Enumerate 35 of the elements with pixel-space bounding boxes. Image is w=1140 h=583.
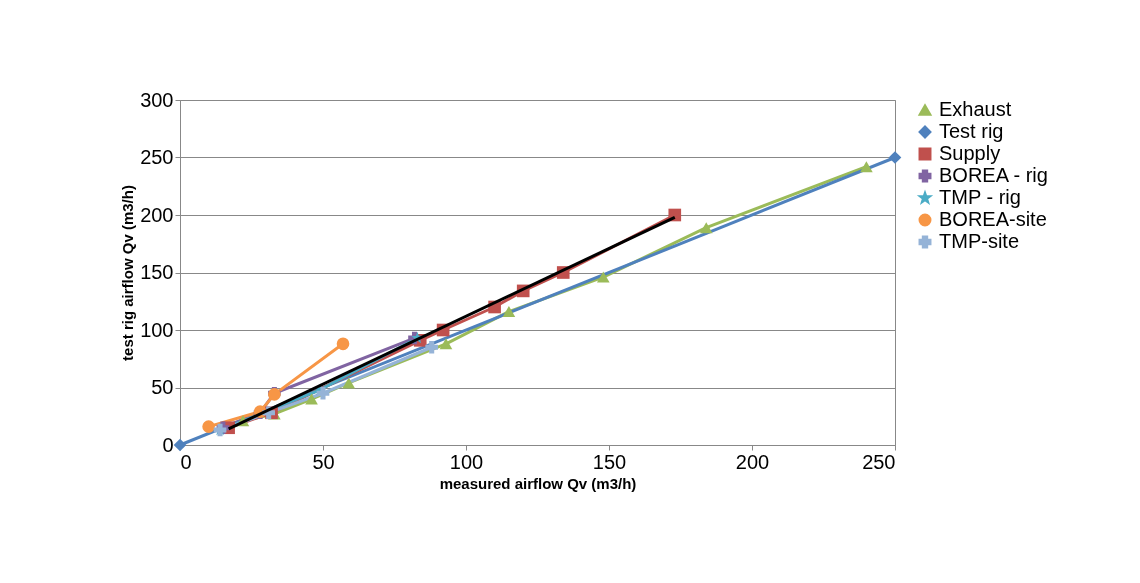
y-tick-label: 100 [140,318,174,341]
x-tick-label: 50 [312,450,335,473]
y-tick-label: 150 [140,261,174,283]
x-axis-title: measured airflow Qv (m3/h) [439,474,637,492]
y-tick-label: 0 [162,433,174,456]
point [888,151,902,164]
legend-label: Test rig [939,120,1004,142]
y-tick-label: 300 [140,88,174,111]
legend-label: TMP - rig [939,186,1021,208]
point [305,393,318,405]
point [336,337,350,351]
legend-label: Supply [939,142,1001,164]
y-tick-label: 250 [140,146,174,168]
point [860,161,873,173]
x-tick-label: 250 [862,450,896,473]
y-axis-title: test rig airflow Qv (m3/h) [119,185,137,361]
y-tick-label: 50 [151,376,174,398]
x-tick-label: 100 [449,450,484,473]
x-tick-label: 150 [592,450,627,473]
point [173,438,187,452]
point [502,306,516,318]
legend-label: Exhaust [939,98,1012,120]
legend-label: TMP-site [939,230,1019,252]
point [202,420,215,433]
point [699,222,713,234]
legend-label: BOREA-site [939,208,1047,230]
x-tick-label: 0 [180,450,192,473]
y-tick-label: 200 [140,203,174,226]
legend-label: BOREA - rig [939,164,1048,186]
x-tick-label: 200 [735,450,770,473]
point [439,338,453,350]
point [596,271,610,283]
point [316,386,330,400]
point [342,377,356,389]
point [425,340,438,354]
